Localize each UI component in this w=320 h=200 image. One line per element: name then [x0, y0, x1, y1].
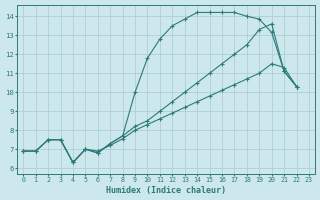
X-axis label: Humidex (Indice chaleur): Humidex (Indice chaleur) [106, 186, 226, 195]
